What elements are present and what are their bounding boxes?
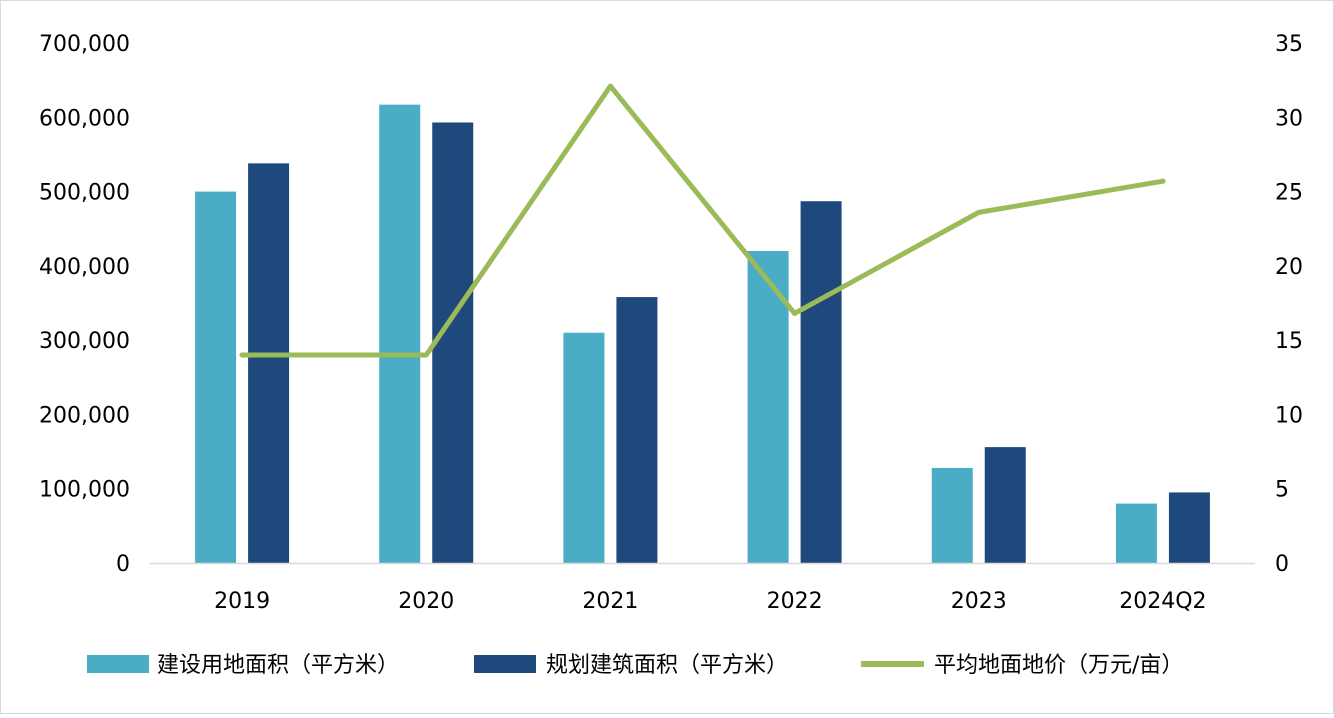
y-right-tick-label: 30	[1275, 106, 1303, 131]
y-right-tick-label: 25	[1275, 181, 1303, 206]
bar-2024Q2-series-1	[1115, 503, 1157, 563]
y-right-tick-label: 15	[1275, 329, 1303, 354]
price-point-2022	[792, 310, 798, 316]
x-tick-label: 2023	[951, 589, 1007, 614]
x-tick-label: 2020	[398, 589, 454, 614]
line-layer	[239, 83, 1166, 358]
bar-2020-series-2	[432, 122, 474, 563]
legend-layer: 建设用地面积（平方米） 规划建筑面积（平方米） 平均地面地价（万元/亩）	[87, 653, 1183, 678]
bar-2019-series-2	[248, 163, 290, 564]
x-tick-label: 2022	[767, 589, 823, 614]
y-right-tick-label: 20	[1275, 255, 1303, 280]
y-left-tick-label: 100,000	[39, 478, 130, 503]
x-tick-label: 2019	[214, 589, 270, 614]
bars-layer	[195, 104, 1210, 564]
bar-2022-series-1	[747, 251, 789, 563]
bar-2022-series-2	[800, 201, 842, 563]
y-right-tick-label: 5	[1275, 478, 1289, 503]
y-left-tick-label: 600,000	[39, 106, 130, 131]
axes-layer: 0 100,000 200,000 300,000 400,000 500,000 600,…	[39, 32, 1303, 614]
y-left-tick-label: 700,000	[39, 32, 130, 57]
bar-2024Q2-series-2	[1168, 492, 1210, 563]
y-left-tick-label: 300,000	[39, 329, 130, 354]
price-point-2024Q2	[1160, 178, 1166, 184]
bar-2021-series-1	[563, 332, 605, 563]
bar-2019-series-1	[195, 191, 237, 564]
bar-2023-series-1	[931, 467, 973, 563]
price-point-2023	[976, 209, 982, 215]
legend-label-1: 建设用地面积（平方米）	[157, 653, 399, 678]
x-tick-label: 2021	[582, 589, 638, 614]
y-left-tick-label: 0	[116, 552, 130, 577]
price-point-2020	[423, 352, 429, 358]
price-point-2019	[239, 352, 245, 358]
y-right-tick-label: 10	[1275, 403, 1303, 428]
y-left-tick-label: 500,000	[39, 181, 130, 206]
x-tick-label: 2024Q2	[1119, 589, 1206, 614]
y-left-tick-label: 400,000	[39, 255, 130, 280]
y-right-tick-label: 35	[1275, 32, 1303, 57]
y-left-tick-label: 200,000	[39, 403, 130, 428]
bar-2023-series-2	[984, 447, 1026, 563]
legend-swatch-1	[87, 655, 149, 673]
bar-2020-series-1	[379, 104, 421, 564]
legend-label-2: 规划建筑面积（平方米）	[546, 653, 788, 678]
y-right-tick-label: 0	[1275, 552, 1289, 577]
legend-swatch-2	[474, 655, 536, 673]
bar-2021-series-2	[616, 297, 658, 563]
price-point-2021	[607, 83, 613, 89]
price-line	[239, 83, 1166, 358]
legend-label-3: 平均地面地价（万元/亩）	[934, 653, 1183, 678]
